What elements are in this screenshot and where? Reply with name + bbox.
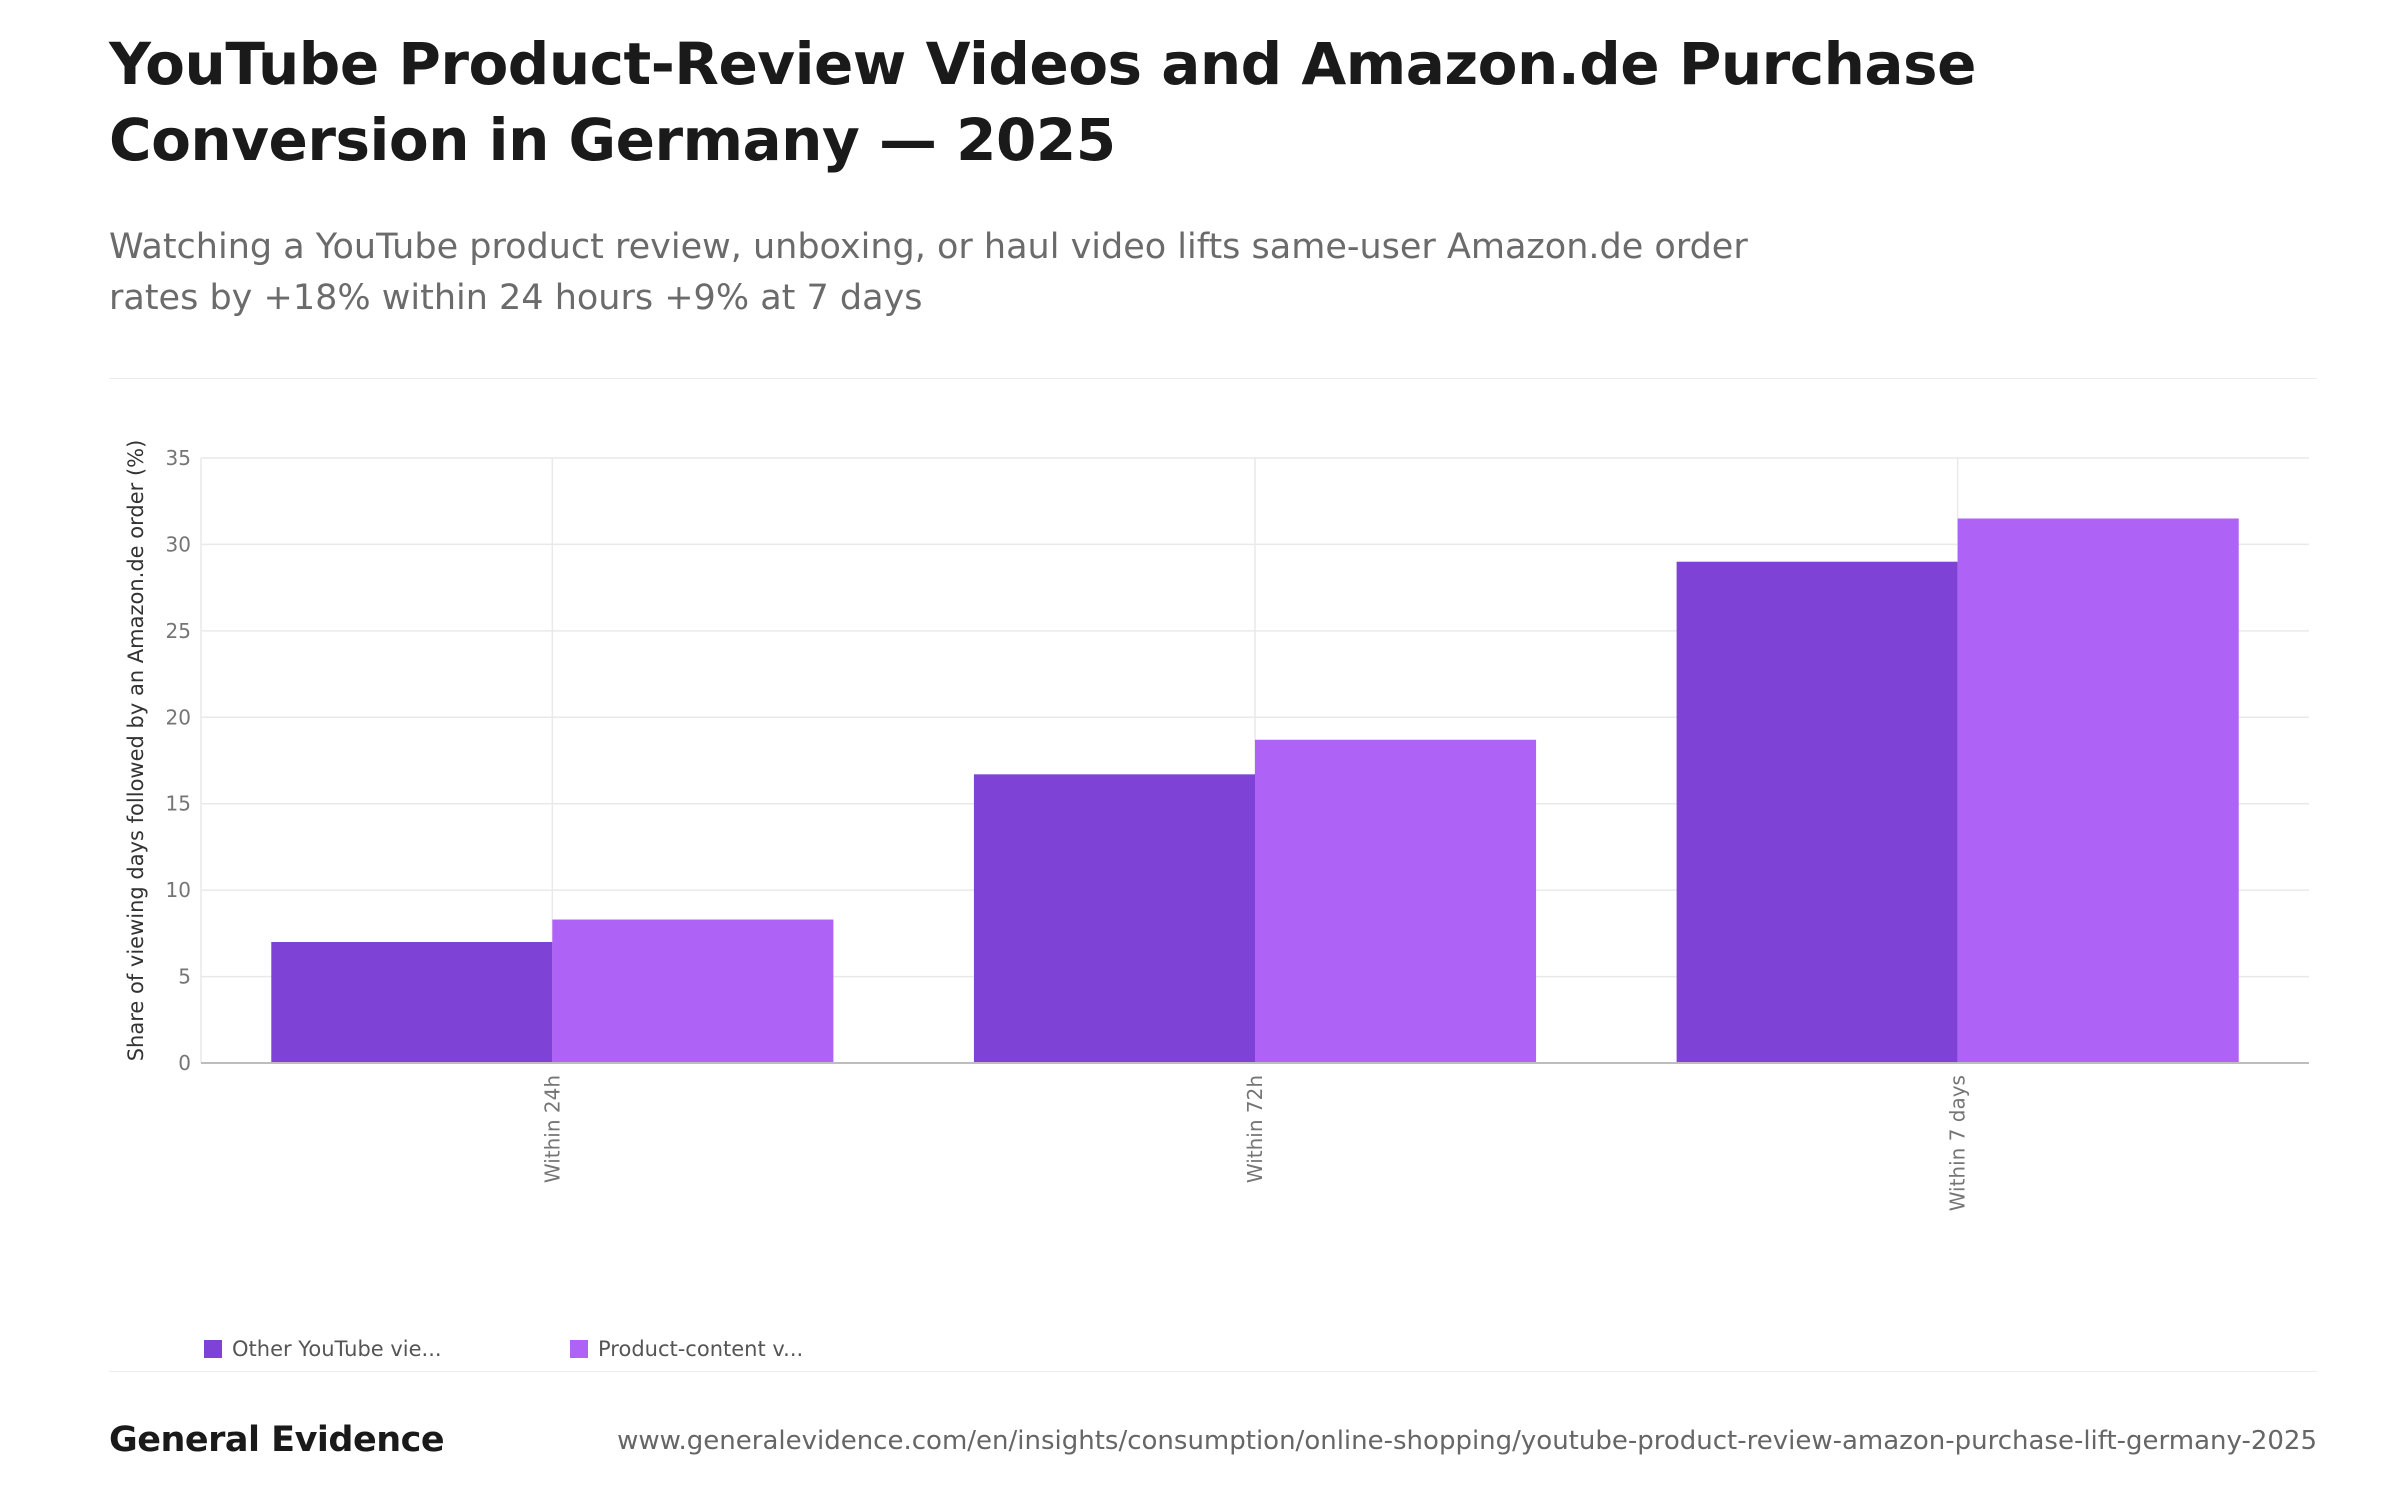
legend-label: Other YouTube vie... bbox=[232, 1337, 442, 1361]
x-tick-label: Within 72h bbox=[1243, 1075, 1267, 1183]
header-divider bbox=[109, 378, 2317, 379]
bar-product-content-1 bbox=[552, 919, 834, 1063]
page-subtitle: Watching a YouTube product review, unbox… bbox=[109, 227, 1748, 318]
footer-divider bbox=[109, 1371, 2317, 1372]
y-tick-label: 25 bbox=[166, 619, 191, 643]
bar-product-content-3 bbox=[1957, 518, 2239, 1063]
y-tick-label: 5 bbox=[178, 965, 191, 989]
y-axis-label: Share of viewing days followed by an Ama… bbox=[124, 440, 148, 1062]
brand-name: General Evidence bbox=[109, 1420, 445, 1460]
y-tick-label: 20 bbox=[166, 705, 191, 729]
report-page: YouTube Product-Review Videos and Amazon… bbox=[109, 0, 2317, 1500]
bar-product-content-2 bbox=[1255, 739, 1537, 1063]
y-tick-label: 15 bbox=[166, 792, 191, 816]
source-url[interactable]: www.generalevidence.com/en/insights/cons… bbox=[617, 1426, 2317, 1456]
x-tick-label: Within 7 days bbox=[1946, 1075, 1970, 1211]
y-tick-label: 10 bbox=[166, 878, 191, 902]
legend-item-product-content[interactable]: Product-content v... bbox=[570, 1337, 936, 1361]
chart-legend: Other YouTube vie... Product-content v... bbox=[204, 1334, 936, 1364]
x-tick-label: Within 24h bbox=[540, 1075, 564, 1183]
y-tick-label: 0 bbox=[178, 1051, 191, 1075]
bar-other-youtube-2 bbox=[973, 774, 1255, 1063]
bar-other-youtube-3 bbox=[1676, 561, 1958, 1063]
legend-swatch bbox=[204, 1340, 222, 1358]
bar-chart: 0 5 10 15 20 25 30 35 Within 24h Within 72h Within… bbox=[124, 440, 2309, 1211]
legend-label: Product-content v... bbox=[598, 1337, 804, 1361]
bar-other-youtube-1 bbox=[271, 942, 553, 1063]
y-tick-label: 30 bbox=[166, 532, 191, 556]
legend-swatch bbox=[570, 1340, 588, 1358]
page-title: YouTube Product-Review Videos and Amazon… bbox=[109, 30, 1976, 174]
y-tick-label: 35 bbox=[166, 446, 191, 470]
chart-container: 0 5 10 15 20 25 30 35 Within 24h Within 72h Within… bbox=[109, 400, 2317, 1260]
legend-item-other-youtube[interactable]: Other YouTube vie... bbox=[204, 1337, 570, 1361]
